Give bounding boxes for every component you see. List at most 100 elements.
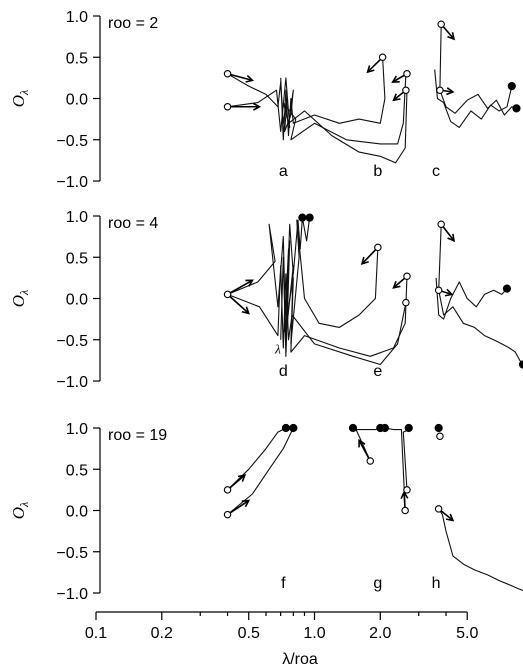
- end-marker-4: [380, 423, 390, 433]
- series-trace-3: [434, 69, 513, 128]
- series-trace-0: [227, 223, 408, 357]
- start-marker-3: [402, 298, 410, 307]
- arrow-head-0: [245, 74, 255, 83]
- panel-title: roo = 2: [108, 15, 158, 32]
- arrow-head-4: [447, 233, 456, 243]
- annotation-0: λ: [274, 342, 281, 357]
- end-marker-3: [518, 360, 523, 369]
- series-trace-5: [438, 508, 523, 592]
- x-tick-label: 2.0: [369, 625, 391, 642]
- arrow-head-1: [241, 306, 250, 315]
- panel-0: 1.0 0.5 0.0 −0.5 −1.0 Oλ roo = 2 a b c: [9, 9, 521, 191]
- y-tick-label: −0.5: [56, 545, 88, 562]
- arrow-head-3: [392, 280, 401, 289]
- series-trace-1: [227, 264, 407, 366]
- end-marker-2: [348, 423, 358, 433]
- x-tick-label: 0.2: [151, 625, 173, 642]
- series-trace-0: [227, 73, 408, 164]
- arrow-head-3: [400, 490, 409, 500]
- end-marker-2: [502, 284, 512, 293]
- arrow-head-4: [392, 93, 401, 102]
- panel-letter-e: e: [373, 363, 382, 380]
- start-marker-4: [402, 86, 410, 95]
- y-tick-label: 1.0: [66, 209, 88, 226]
- direction-arrow-0: [227, 279, 253, 296]
- end-marker-1: [512, 104, 521, 113]
- arrow-head-5: [444, 288, 454, 297]
- series-trace-3: [384, 427, 406, 511]
- start-marker-3: [401, 506, 409, 515]
- start-marker-0: [223, 510, 232, 519]
- y-axis-label-1: Oλ: [9, 290, 31, 307]
- y-tick-label: 0.5: [66, 250, 88, 267]
- y-axis-label-2: Oλ: [9, 502, 31, 519]
- start-marker-5: [434, 286, 443, 294]
- start-marker-5: [437, 20, 445, 28]
- direction-arrow-0: [227, 72, 253, 82]
- panel-letter-c: c: [432, 163, 440, 180]
- y-tick-label: 0.0: [66, 504, 88, 521]
- x-axis: 0.1 0.2 0.5 1.0 2.0 5.0: [85, 611, 478, 642]
- arrow-head-3: [391, 75, 400, 83]
- series-trace-1: [227, 73, 407, 145]
- y-tick-label: 0.5: [66, 50, 88, 67]
- end-marker-6: [434, 423, 443, 433]
- series-trace-2: [280, 57, 386, 141]
- start-marker-5: [434, 505, 443, 513]
- end-marker-1: [305, 213, 314, 222]
- series-trace-4: [435, 277, 508, 320]
- start-marker-1: [374, 243, 382, 252]
- panel-letter-d: d: [279, 363, 288, 380]
- start-marker-4: [403, 486, 411, 494]
- series-trace-3: [285, 217, 311, 332]
- panel-title: roo = 19: [108, 427, 167, 444]
- series-trace-5: [438, 224, 523, 365]
- direction-arrow-1: [227, 474, 246, 491]
- x-tick-label: 0.5: [238, 625, 260, 642]
- arrow-head-1: [252, 102, 262, 111]
- y-tick-label: −1.0: [56, 586, 88, 603]
- y-axis-label-0: Oλ: [9, 90, 31, 107]
- y-tick-label: −0.5: [56, 333, 88, 350]
- start-marker-6: [436, 432, 444, 440]
- start-marker-2: [403, 272, 411, 280]
- series-trace-2: [280, 219, 379, 357]
- arrow-head-0: [245, 279, 254, 287]
- arrow-head-2: [366, 65, 375, 74]
- panel-1: 1.0 0.5 0.0 −0.5 −1.0 Oλ roo = 4 d e λ: [9, 209, 523, 391]
- direction-arrow-2: [361, 246, 379, 265]
- arrow-head-2: [360, 256, 369, 266]
- series-trace-0: [227, 427, 294, 516]
- series-trace-1: [227, 427, 287, 491]
- arrow-head-0: [241, 499, 251, 508]
- y-tick-label: 0.0: [66, 92, 88, 109]
- panel-letter-h: h: [432, 575, 441, 592]
- start-marker-1: [223, 486, 232, 494]
- end-marker-0: [507, 82, 516, 91]
- end-marker-1: [289, 423, 298, 433]
- panel-letter-b: b: [373, 163, 382, 180]
- y-tick-label: 0.0: [66, 292, 88, 309]
- direction-arrow-1: [227, 293, 250, 314]
- arrow-head-1: [237, 473, 247, 482]
- end-marker-0: [298, 213, 307, 222]
- end-marker-5: [404, 423, 413, 433]
- y-tick-label: −1.0: [56, 374, 88, 391]
- arrow-head-5: [447, 32, 456, 41]
- arrow-head-6: [446, 87, 455, 96]
- panel-letter-f: f: [281, 575, 286, 592]
- panel-letter-g: g: [373, 575, 382, 592]
- y-tick-label: −0.5: [56, 133, 88, 150]
- start-marker-2: [366, 457, 375, 465]
- series-trace-4: [439, 24, 517, 116]
- start-marker-2: [378, 53, 387, 61]
- arrow-head-4: [445, 513, 455, 522]
- start-marker-6: [436, 86, 444, 95]
- x-axis-label: λ/roa: [282, 651, 318, 668]
- direction-arrow-2: [358, 439, 371, 462]
- y-tick-label: 1.0: [66, 9, 88, 26]
- x-tick-label: 0.1: [85, 625, 107, 642]
- panel-2: 1.0 0.5 0.0 −0.5 −1.0 Oλ roo = 19 f g h: [9, 421, 523, 603]
- y-tick-label: −1.0: [56, 174, 88, 191]
